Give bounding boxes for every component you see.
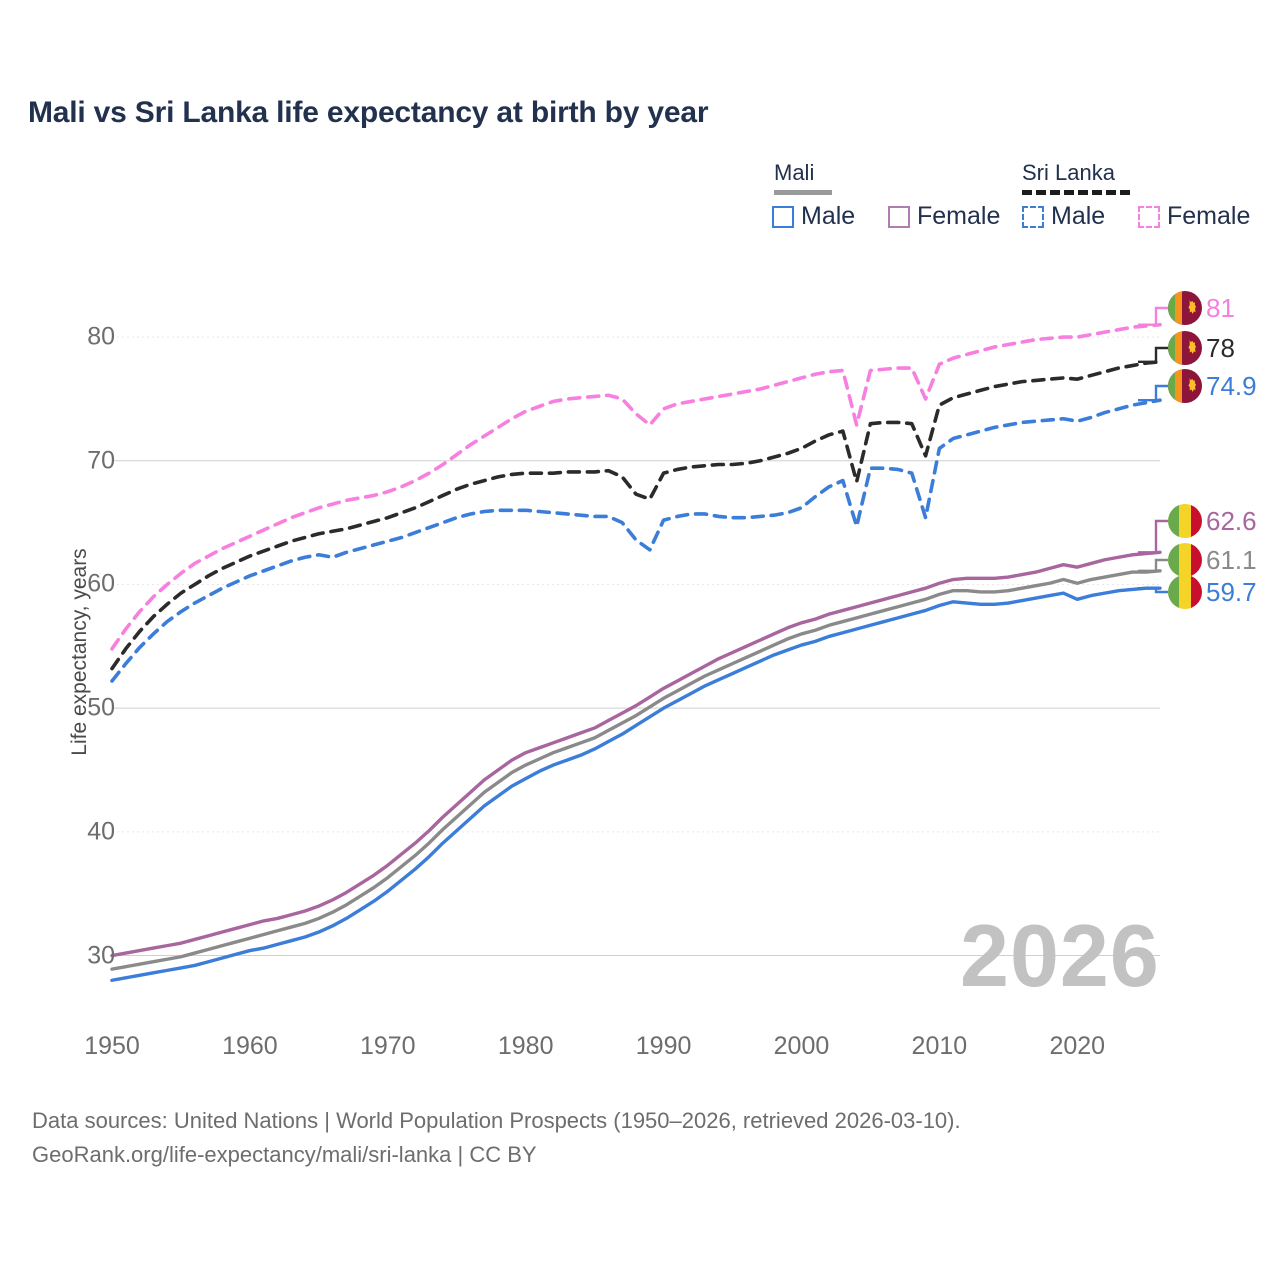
x-axis-tick-label: 1950 <box>84 1032 140 1060</box>
series-end-value: 59.7 <box>1206 577 1257 607</box>
x-axis-tick-label: 1980 <box>497 1032 554 1060</box>
series-line <box>110 360 1162 671</box>
series-line <box>110 398 1162 683</box>
sri-lanka-flag-icon <box>1168 369 1202 403</box>
series-end-value: 62.6 <box>1206 506 1257 536</box>
page-title: Mali vs Sri Lanka life expectancy at bir… <box>28 96 709 129</box>
footer-line-attribution: GeoRank.org/life-expectancy/mali/sri-lan… <box>32 1142 537 1168</box>
x-axis-tick-label: 2020 <box>1049 1032 1106 1060</box>
legend-item-srilanka-male[interactable]: Male <box>1022 204 1105 229</box>
x-axis-tick-label: 1960 <box>222 1032 278 1060</box>
label-leader-line <box>1138 586 1168 594</box>
label-leader-line <box>1138 519 1168 554</box>
legend-item-label: Female <box>917 202 1001 230</box>
leader-lines-layer <box>1138 306 1168 594</box>
x-axis-tick-label: 1990 <box>635 1032 692 1060</box>
x-axis-tick-label: 2010 <box>911 1032 968 1060</box>
y-axis-tick-label: 80 <box>87 322 115 351</box>
chart-legend: Mali Sri Lanka Male Female Male Female <box>760 160 1250 240</box>
label-leader-line <box>1138 306 1168 326</box>
legend-item-srilanka-female[interactable]: Female <box>1138 204 1250 229</box>
series-end-label: 78 <box>1168 331 1235 365</box>
series-end-value: 61.1 <box>1206 545 1257 575</box>
chart-footer: Data sources: United Nations | World Pop… <box>32 1104 1232 1172</box>
legend-swatch-icon <box>772 205 794 228</box>
y-axis-tick-label: 30 <box>87 941 115 970</box>
legend-group-srilanka-title: Sri Lanka <box>1022 160 1115 185</box>
legend-item-label: Female <box>1167 202 1251 230</box>
y-axis-ticks: 30 40 50 60 70 80 <box>40 0 115 1280</box>
legend-item-mali-male[interactable]: Male <box>772 204 855 229</box>
mali-flag-icon <box>1168 504 1202 538</box>
legend-item-mali-female[interactable]: Female <box>888 204 1000 229</box>
data-series-layer <box>110 322 1162 982</box>
x-axis-tick-label: 1970 <box>359 1032 416 1060</box>
gridlines <box>112 336 1160 957</box>
y-axis-title: Life expectancy, years <box>68 548 91 756</box>
series-line <box>110 550 1162 958</box>
label-leader-line <box>1138 346 1168 364</box>
legend-item-label: Male <box>801 202 856 230</box>
mali-flag-icon <box>1168 575 1202 609</box>
label-leader-line <box>1138 384 1168 402</box>
y-axis-tick-label: 70 <box>87 446 115 475</box>
sri-lanka-flag-icon <box>1168 291 1202 325</box>
series-end-label: 61.1 <box>1168 543 1257 577</box>
label-leader-line <box>1138 558 1168 573</box>
legend-swatch-icon <box>888 205 910 228</box>
legend-swatch-icon <box>1138 205 1160 228</box>
legend-swatch-icon <box>1022 205 1044 228</box>
mali-flag-icon <box>1168 543 1202 577</box>
series-line <box>110 569 1162 971</box>
y-axis-tick-label: 50 <box>87 693 115 722</box>
series-line <box>110 586 1162 982</box>
series-end-value: 74.9 <box>1206 371 1257 401</box>
series-line <box>110 322 1162 651</box>
series-end-label: 74.9 <box>1168 369 1257 403</box>
y-axis-tick-label: 60 <box>87 569 115 598</box>
legend-item-label: Male <box>1051 202 1106 230</box>
x-axis-tick-label: 2000 <box>773 1032 830 1060</box>
year-watermark: 2026 <box>960 906 1160 1005</box>
series-end-label: 62.6 <box>1168 504 1257 538</box>
series-end-value: 81 <box>1206 293 1235 323</box>
sri-lanka-flag-icon <box>1168 331 1202 365</box>
legend-group-srilanka-rule <box>1022 190 1130 195</box>
footer-line-sources: Data sources: United Nations | World Pop… <box>32 1108 961 1133</box>
series-end-label: 81 <box>1168 291 1235 325</box>
legend-group-mali-rule <box>774 190 832 195</box>
series-end-label: 59.7 <box>1168 575 1257 609</box>
y-axis-tick-label: 40 <box>87 817 115 846</box>
legend-group-mali-title: Mali <box>774 160 815 185</box>
series-end-value: 78 <box>1206 333 1235 363</box>
